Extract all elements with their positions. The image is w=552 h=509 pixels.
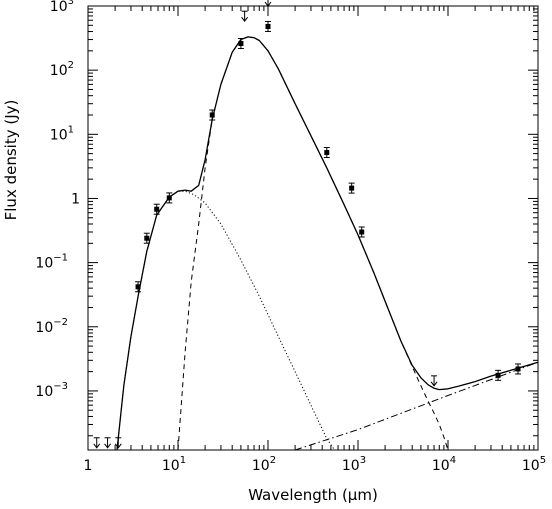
upper-limit-arrow (264, 0, 272, 7)
x-tick-label: 103 (342, 455, 366, 474)
y-axis-label: Flux density (Jy) (2, 100, 20, 221)
data-point (135, 281, 142, 293)
upper-limit-arrow (430, 375, 438, 387)
data-point (166, 192, 173, 204)
data-points (93, 0, 522, 449)
data-point (348, 182, 355, 194)
model-curve-dotted (116, 190, 336, 451)
data-point (153, 203, 160, 215)
model-curve-dashdot (294, 361, 539, 451)
y-tick-label: 101 (50, 124, 74, 143)
upper-limit-arrow (104, 437, 111, 449)
upper-limit-arrow (93, 437, 101, 449)
data-point (143, 232, 150, 244)
tick-labels: 1 101 102 103 104 105 10−3 10−2 10−1 1 101 102 103 (35, 0, 546, 474)
data-point (515, 363, 522, 375)
y-tick-label: 103 (50, 0, 74, 15)
model-curve-dashed (177, 36, 449, 451)
model-curves (116, 36, 539, 451)
data-point (209, 109, 216, 121)
y-tick-label: 10−2 (35, 317, 68, 336)
model-curve-solid (116, 36, 539, 451)
data-point (358, 226, 365, 238)
y-tick-label: 10−1 (35, 253, 68, 272)
data-point (237, 38, 244, 50)
data-point (323, 147, 330, 159)
x-axis-label: Wavelength (μm) (248, 486, 378, 504)
x-tick-label: 1 (84, 458, 93, 474)
upper-limit-arrow (114, 437, 122, 449)
y-tick-label: 10−3 (35, 381, 68, 400)
upper-limit-arrow (241, 10, 249, 23)
y-tick-label: 102 (50, 60, 74, 79)
y-tick-label: 1 (71, 191, 80, 207)
x-tick-label: 102 (252, 455, 276, 474)
plot-frame (87, 5, 539, 451)
x-tick-label: 105 (522, 455, 546, 474)
data-point (265, 20, 271, 32)
axis-ticks (87, 5, 539, 450)
x-tick-label: 101 (162, 455, 186, 474)
x-tick-label: 104 (432, 455, 456, 474)
data-point (495, 369, 502, 381)
